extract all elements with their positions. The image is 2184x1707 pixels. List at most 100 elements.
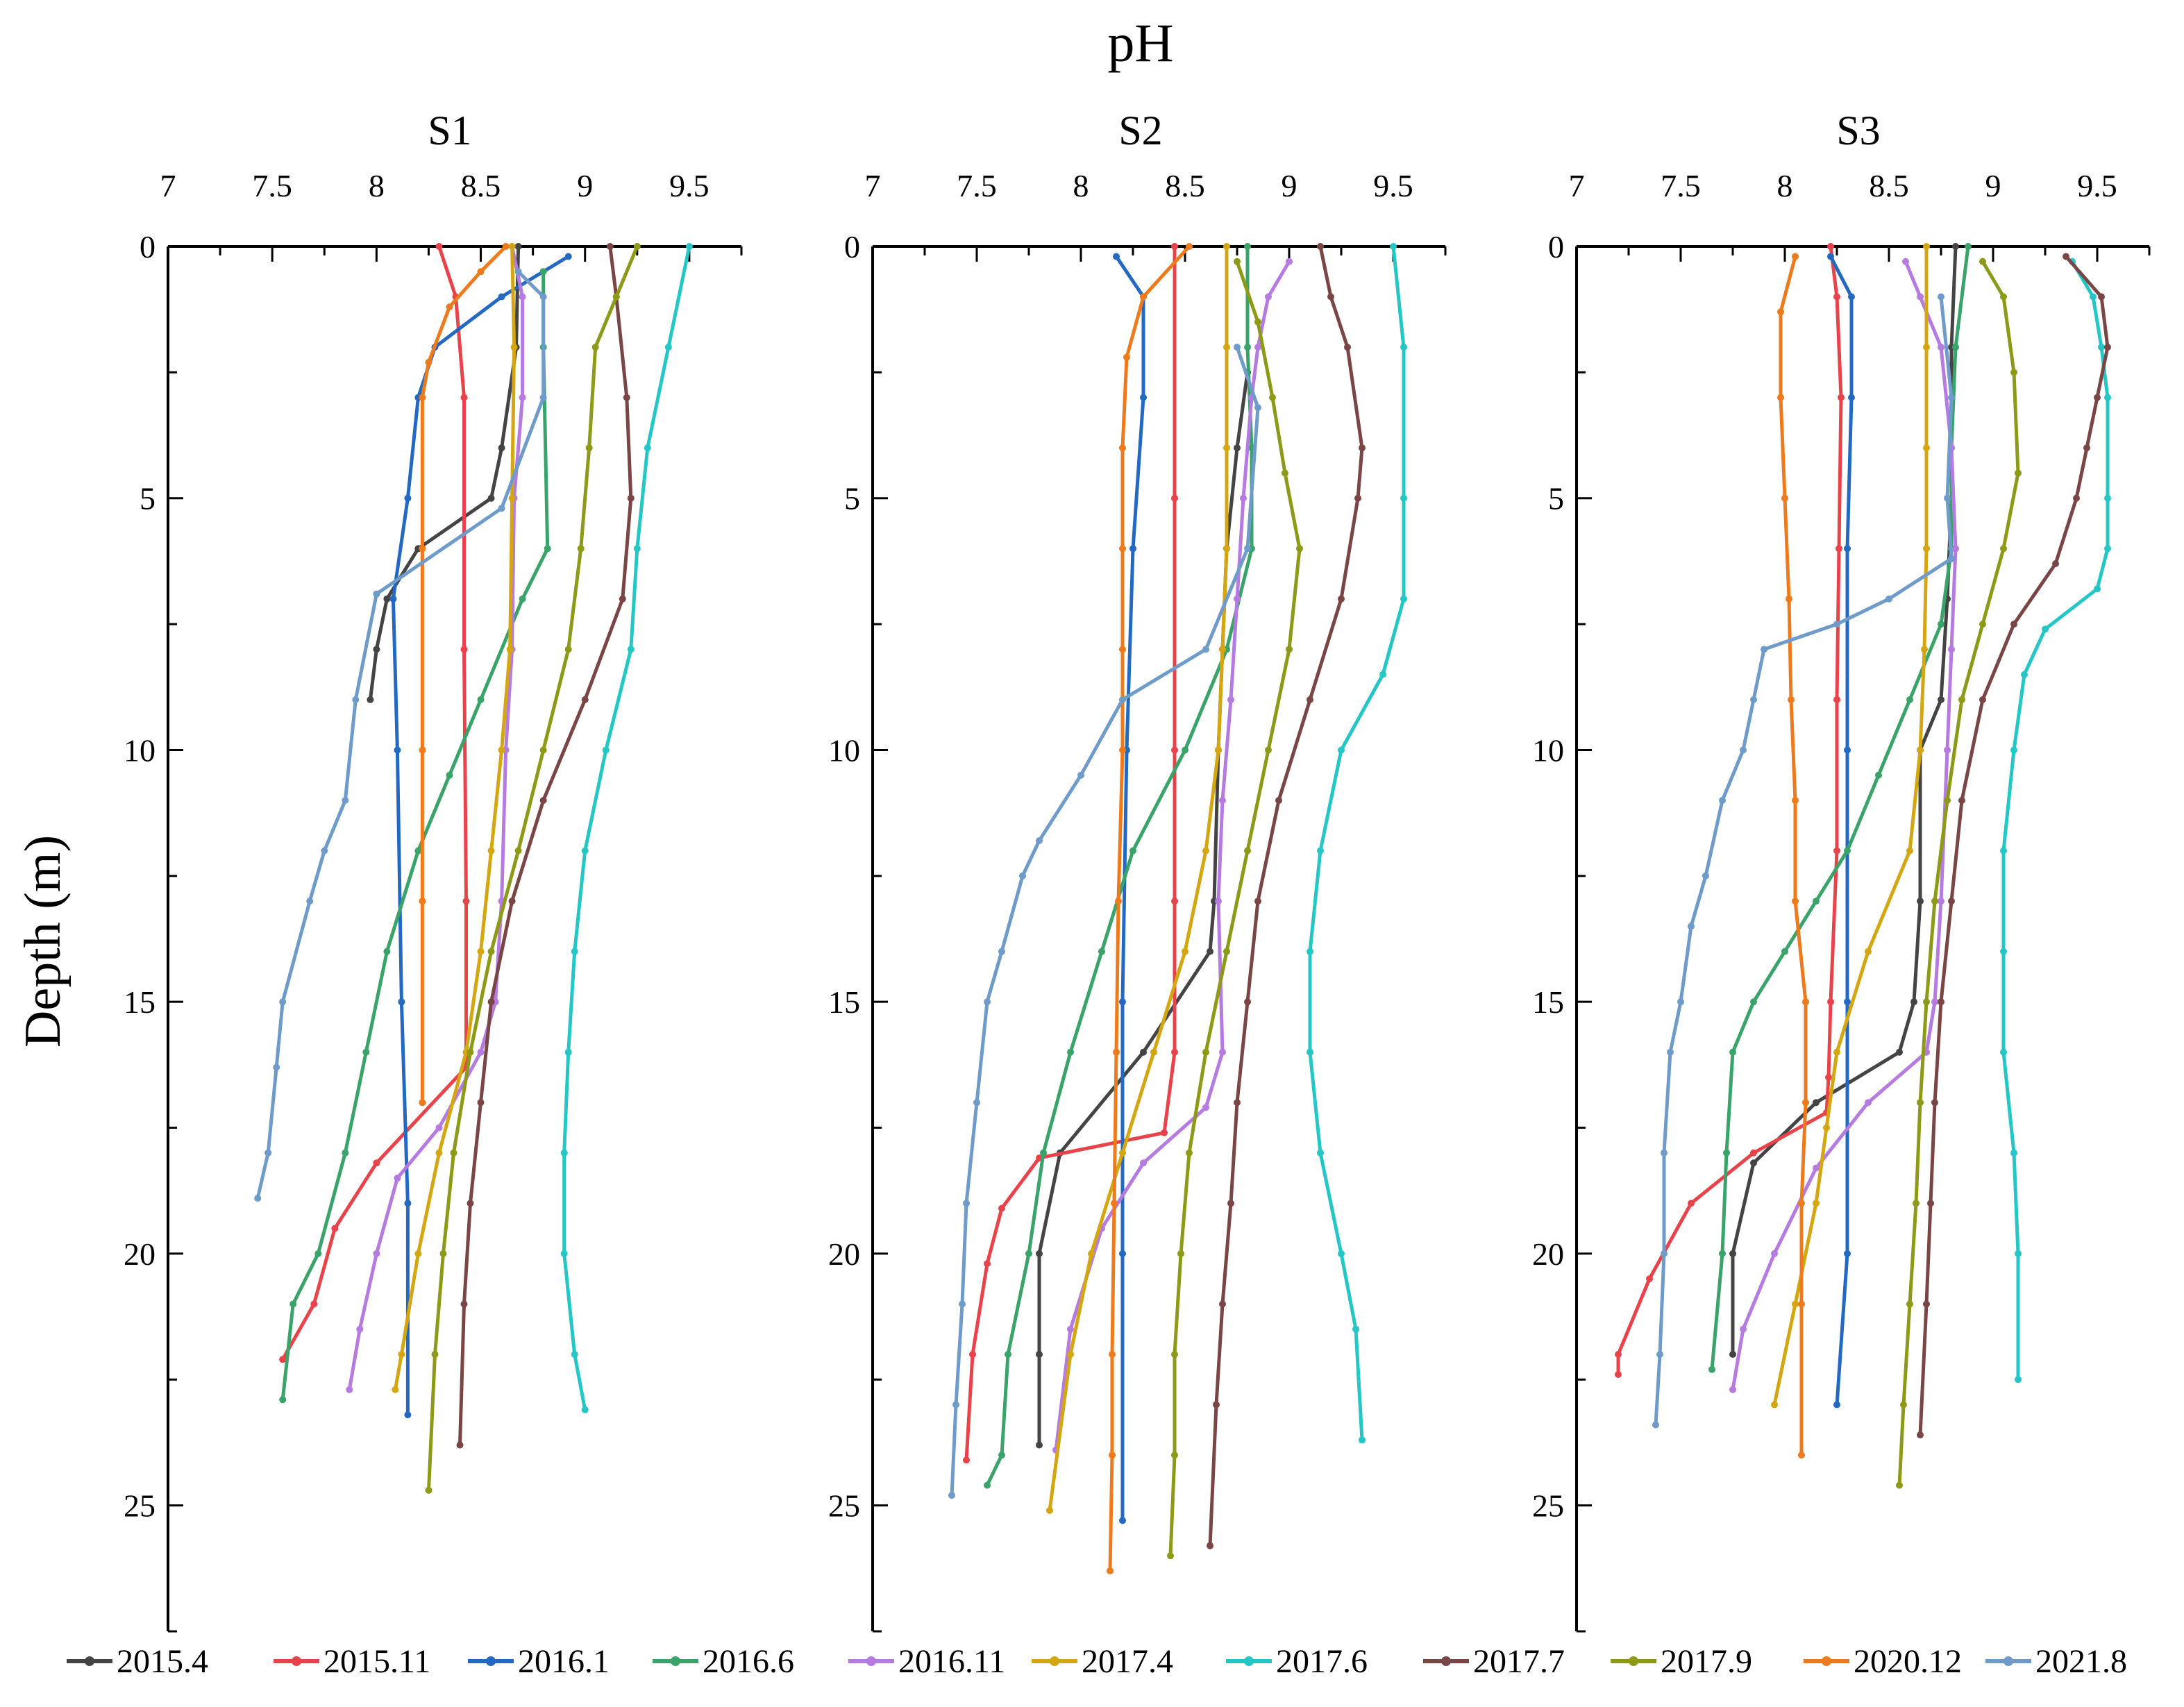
data-point-s3-2015-11 bbox=[1750, 1149, 1757, 1157]
data-point-s1-2017-7 bbox=[467, 1200, 474, 1207]
data-point-s2-2020-12 bbox=[1119, 545, 1126, 553]
legend-item-2021-8: 2021.8 bbox=[1985, 1643, 2127, 1680]
legend-marker-2015-11 bbox=[292, 1656, 301, 1666]
data-point-s2-2017-9 bbox=[1265, 746, 1272, 754]
data-point-s3-2021-8 bbox=[1661, 1149, 1668, 1157]
data-point-s2-2021-8 bbox=[948, 1492, 955, 1499]
data-point-s2-2017-9 bbox=[1202, 1048, 1209, 1056]
data-point-s2-2020-12 bbox=[1107, 1567, 1114, 1574]
data-point-s1-2016-1 bbox=[404, 1200, 412, 1207]
data-point-s1-2017-6 bbox=[633, 545, 641, 553]
data-point-s1-2020-12 bbox=[502, 243, 510, 250]
legend-item-2017-7: 2017.7 bbox=[1423, 1643, 1565, 1680]
data-point-s3-2017-6 bbox=[2000, 948, 2007, 955]
data-point-s2-2017-9 bbox=[1223, 948, 1230, 955]
data-point-s3-2016-11 bbox=[1938, 898, 1944, 905]
series-line-s1-2021-8 bbox=[255, 269, 546, 1200]
data-point-s2-2021-8 bbox=[959, 1300, 966, 1308]
data-point-s2-2015-4 bbox=[1036, 1441, 1043, 1449]
data-point-s3-2017-9 bbox=[1979, 621, 1986, 628]
data-point-s1-2016-11 bbox=[477, 1048, 485, 1056]
data-point-s1-2017-7 bbox=[456, 1441, 464, 1449]
data-point-s2-2015-4 bbox=[1036, 1351, 1043, 1358]
data-point-s3-2017-4 bbox=[1923, 444, 1930, 452]
data-point-s1-2017-9 bbox=[612, 293, 620, 301]
data-point-s3-2020-12 bbox=[1786, 595, 1792, 603]
data-point-s1-2017-9 bbox=[487, 948, 495, 955]
data-point-s2-2017-6 bbox=[1317, 847, 1324, 855]
data-point-s2-2017-4 bbox=[1202, 847, 1209, 855]
data-point-s1-2016-6 bbox=[539, 268, 547, 276]
legend-marker-2017-6 bbox=[1244, 1656, 1254, 1666]
data-point-s1-2016-1 bbox=[389, 595, 397, 603]
x-tick-label-s2: 8 bbox=[1073, 168, 1089, 203]
legend-marker-2016-1 bbox=[486, 1656, 496, 1666]
series-line-s3-2016-1 bbox=[1829, 255, 1854, 1406]
data-point-s1-2020-12 bbox=[419, 394, 426, 401]
data-point-s2-2015-4 bbox=[1234, 444, 1241, 452]
data-point-s2-2016-1 bbox=[1119, 998, 1126, 1006]
data-point-s3-2017-7 bbox=[1958, 797, 1965, 804]
y-tick-label-s3: 10 bbox=[1532, 732, 1564, 768]
legend-item-2017-9: 2017.9 bbox=[1611, 1643, 1752, 1680]
data-point-s3-2015-4 bbox=[1910, 998, 1917, 1006]
data-point-s3-2017-9 bbox=[1979, 258, 1986, 265]
data-point-s3-2017-6 bbox=[2000, 847, 2007, 855]
data-point-s2-2015-11 bbox=[998, 1204, 1005, 1212]
legend-marker-2015-4 bbox=[85, 1656, 94, 1666]
legend-label-2015-11: 2015.11 bbox=[324, 1643, 430, 1680]
data-point-s1-2020-12 bbox=[419, 1099, 426, 1107]
data-point-s3-2017-9 bbox=[1944, 797, 1951, 804]
panel-title-s3: S3 bbox=[1836, 108, 1880, 153]
data-point-s2-2021-8 bbox=[973, 1099, 980, 1107]
data-point-s3-2016-1 bbox=[1848, 394, 1855, 401]
y-tick-label-s2: 5 bbox=[844, 481, 860, 516]
data-point-s2-2017-9 bbox=[1286, 646, 1293, 653]
series-line-s2-2016-1 bbox=[1114, 255, 1145, 1522]
legend-label-2016-1: 2016.1 bbox=[518, 1643, 610, 1680]
data-point-s1-2016-11 bbox=[394, 1175, 401, 1182]
panel-s2: S2 7 7.5 8 8.5 9 9.5 0 5 10 15 20 25 bbox=[828, 108, 1447, 1633]
data-point-s2-2016-6 bbox=[1129, 847, 1136, 855]
series-line-s1-2017-4 bbox=[393, 244, 516, 1392]
data-point-s2-2020-12 bbox=[1113, 1048, 1120, 1056]
data-point-s3-2016-6 bbox=[1938, 621, 1944, 628]
data-point-s1-2015-4 bbox=[373, 646, 380, 653]
data-point-s3-2016-11 bbox=[1729, 1386, 1736, 1393]
data-point-s3-2015-4 bbox=[1813, 1099, 1820, 1107]
data-point-s1-2017-7 bbox=[619, 595, 626, 603]
data-point-s2-2017-6 bbox=[1390, 243, 1397, 250]
data-point-s3-2021-8 bbox=[1652, 1421, 1659, 1429]
y-tick-label-s2: 0 bbox=[844, 229, 860, 264]
data-point-s2-2017-7 bbox=[1338, 595, 1345, 603]
data-point-s1-2017-4 bbox=[508, 243, 516, 250]
data-point-s1-2017-9 bbox=[591, 344, 599, 351]
y-tick-label-s3: 25 bbox=[1532, 1488, 1564, 1524]
legend-marker-2017-9 bbox=[1629, 1656, 1638, 1666]
data-point-s1-2016-6 bbox=[289, 1300, 297, 1308]
data-point-s3-2015-4 bbox=[1729, 1250, 1736, 1257]
x-tick-label-s1: 8.5 bbox=[461, 168, 501, 203]
data-point-s3-2015-4 bbox=[1729, 1351, 1736, 1358]
data-point-s3-2017-7 bbox=[2104, 344, 2111, 351]
series-line-s2-2017-7 bbox=[1208, 244, 1364, 1548]
data-point-s2-2016-1 bbox=[1113, 253, 1120, 260]
data-point-s2-2021-8 bbox=[1244, 545, 1251, 553]
data-point-s1-2021-8 bbox=[342, 797, 349, 804]
panel-s1: S1 7 7.5 8 8.5 9 9.5 0 5 10 15 20 25 bbox=[124, 108, 743, 1633]
data-point-s1-2017-6 bbox=[685, 243, 693, 250]
data-point-s3-2016-6 bbox=[1952, 344, 1959, 351]
series-line-s3-2017-6 bbox=[2001, 260, 2110, 1381]
data-point-s1-2016-11 bbox=[346, 1386, 353, 1393]
data-point-s2-2020-12 bbox=[1119, 646, 1126, 653]
data-point-s3-2015-11 bbox=[1833, 847, 1840, 855]
data-point-s2-2017-7 bbox=[1307, 696, 1313, 703]
legend-label-2016-11: 2016.11 bbox=[898, 1643, 1005, 1680]
data-point-s1-2020-12 bbox=[419, 898, 426, 905]
x-tick-label-s3: 8 bbox=[1777, 168, 1793, 203]
data-point-s3-2017-4 bbox=[1792, 1300, 1799, 1308]
data-point-s3-2017-7 bbox=[2010, 621, 2017, 628]
data-point-s3-2016-11 bbox=[1865, 1099, 1872, 1107]
data-point-s2-2017-4 bbox=[1215, 746, 1222, 754]
y-tick-label-s3: 20 bbox=[1532, 1236, 1564, 1272]
